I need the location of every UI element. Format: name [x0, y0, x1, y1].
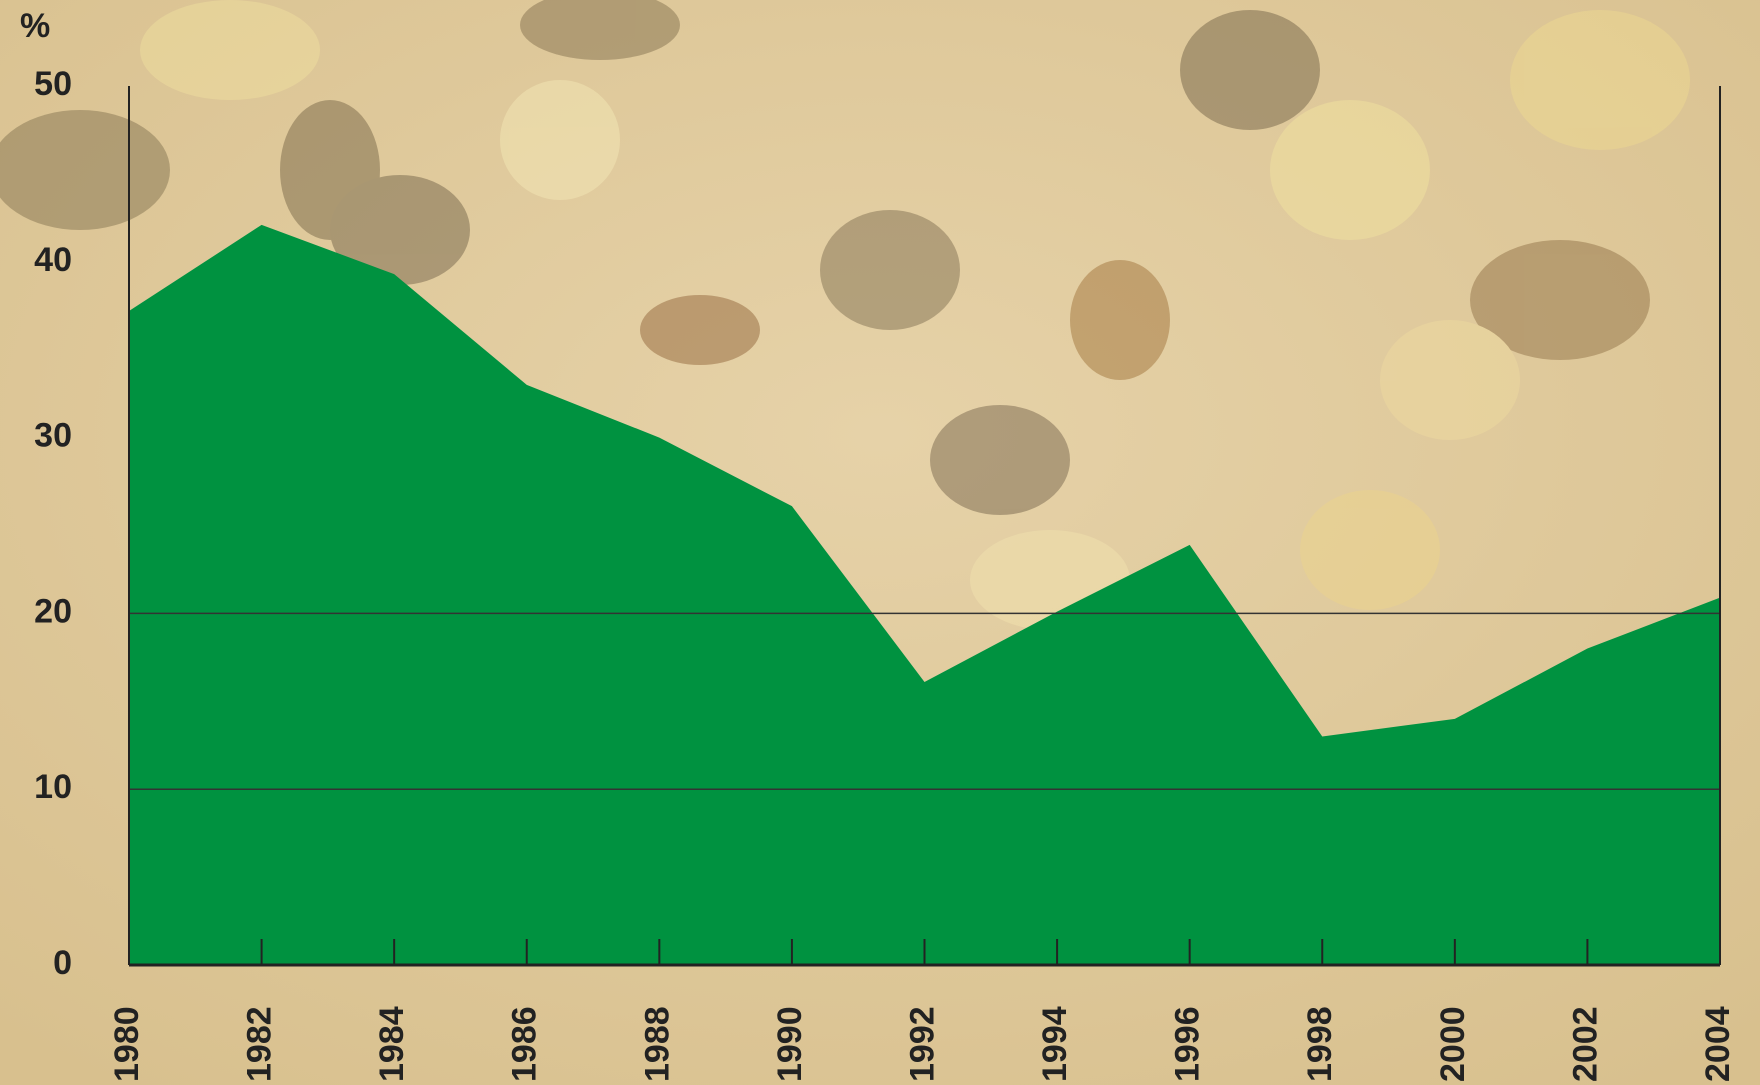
x-tick-label: 1984: [373, 1006, 411, 1082]
y-tick-label: 40: [34, 241, 72, 279]
x-tick-label: 1992: [903, 1006, 941, 1082]
x-tick-label: 1986: [506, 1006, 544, 1082]
x-tick-label: 1998: [1301, 1006, 1339, 1082]
chart: % 0 10 20 30 40 50 1980 1982 1984 1986 1988 1990 199…: [0, 0, 1760, 1085]
y-tick-label: 10: [34, 768, 72, 806]
x-tick-label: 1982: [241, 1006, 279, 1082]
y-axis-label: %: [20, 7, 50, 45]
x-tick-label: 2004: [1699, 1006, 1737, 1082]
y-tick-label: 20: [34, 592, 72, 630]
x-tick-label: 1990: [771, 1006, 809, 1082]
y-tick-label: 50: [34, 65, 72, 103]
y-tick-label: 30: [34, 417, 72, 455]
x-tick-label: 1988: [638, 1006, 676, 1082]
x-tick-label: 2002: [1566, 1006, 1604, 1082]
x-tick-label: 1980: [108, 1006, 146, 1082]
y-tick-label: 0: [53, 944, 72, 982]
x-tick-label: 2000: [1434, 1006, 1472, 1082]
x-tick-label: 1996: [1169, 1006, 1207, 1082]
x-tick-label: 1994: [1036, 1006, 1074, 1082]
